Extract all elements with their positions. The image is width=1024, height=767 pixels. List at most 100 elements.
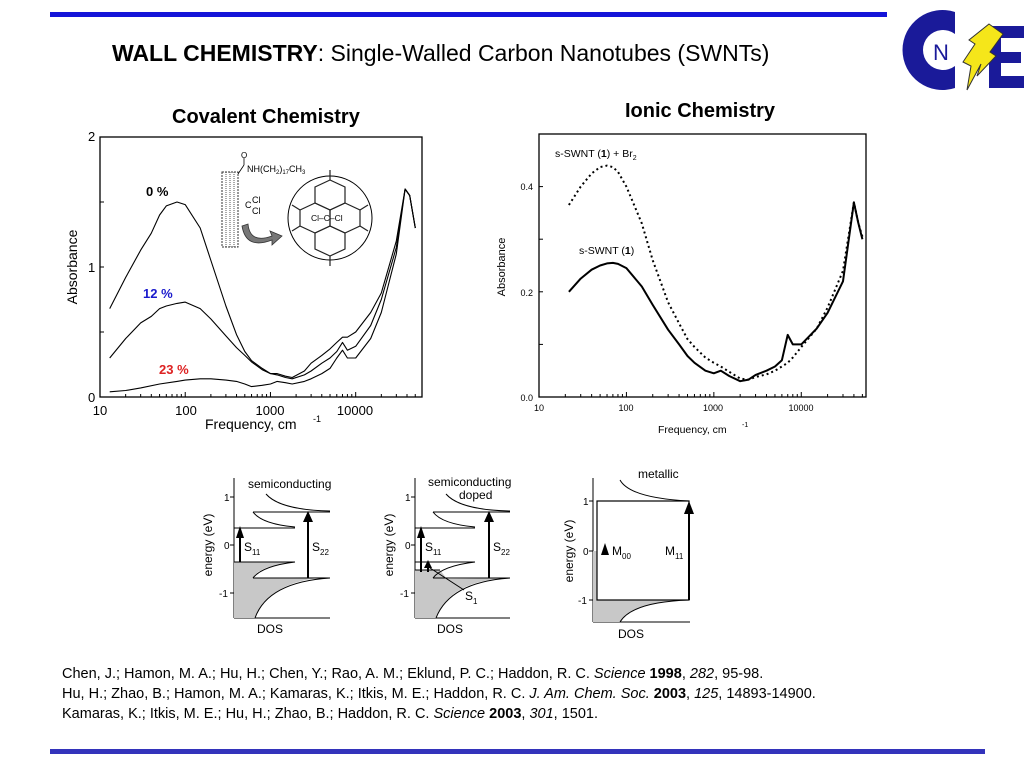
ref-authors: Hu, H.; Zhao, B.; Hamon, M. A.; Kamaras,… [62,686,530,702]
series-label-0pct: 0 % [146,184,169,199]
ref-volume: 125 [694,686,719,702]
top-rule [50,12,887,17]
diagram-title: semiconducting [248,477,331,491]
logo-n-letter: N [933,40,949,65]
s11-label: S11 [244,540,261,557]
metallic-band-box [596,500,690,601]
ionic-series-line-1 [568,201,864,383]
s22-label: S22 [312,540,329,557]
s22-label: S22 [493,540,510,557]
ionic-ylabel: Absorbance [496,238,508,297]
covalent-xtick-10: 10 [93,403,107,418]
ionic-plot-frame [538,133,867,398]
series-label-23pct: 23 % [159,362,189,377]
slide-title-rest: : Single-Walled Carbon Nanotubes (SWNTs) [317,40,770,66]
graphene-lattice-icon [291,170,369,266]
m11-label: M11 [665,544,684,561]
diagram-title: semiconducting [428,475,511,489]
valence-band-fill [415,570,510,618]
logo-c-letter [902,10,955,91]
band-edge [234,561,296,579]
covalent-chart-title: Covalent Chemistry [172,106,360,128]
curved-arrow-icon [241,223,283,246]
dos-diagram-doped: 1 0 -1 energy (eV) DOS semiconducting do… [382,475,511,636]
valence-band-fill [593,551,688,622]
ionic-xlabel: Frequency, cm [658,424,727,436]
ytick-0: 0 [583,547,589,558]
reference-item: Chen, J.; Hamon, M. A.; Hu, H.; Chen, Y.… [62,666,764,682]
logo-e-bar3 [989,76,1024,88]
dos-label: DOS [618,627,644,641]
ytick-1: 1 [224,493,230,504]
reference-item: Hu, H.; Zhao, B.; Hamon, M. A.; Kamaras,… [62,686,816,702]
covalent-series-line-1 [109,188,416,380]
band-edge [432,511,510,528]
energy-label: energy (eV) [562,520,576,583]
ccl2-cl-bottom: Cl [252,206,261,216]
ref-pages: , 14893-14900. [718,686,816,702]
band-edge [265,493,331,512]
covalent-ylabel: Absorbance [64,229,80,304]
band-edge [253,577,331,619]
s1-pointer [426,565,465,591]
ref-pages: , 1501. [553,706,598,722]
covalent-xtick-1000: 1000 [256,403,285,418]
lightning-bolt-icon [962,23,1004,91]
arrowhead-icon [484,511,494,522]
ccl2-c: C [245,200,252,210]
ytick-1: 1 [583,497,589,508]
ytick-neg1: -1 [578,596,587,607]
ionic-xlabel-sup: -1 [742,422,748,429]
ccl2-cl-top: Cl [252,195,261,205]
slide-title-bold: WALL CHEMISTRY [112,40,318,66]
ytick-0: 0 [224,541,230,552]
series-label-br2: s-SWNT (1) + Br2 [555,148,637,162]
covalent-xlabel-sup: -1 [313,414,321,424]
dos-diagram-semiconducting: 1 0 -1 energy (eV) DOS semiconducting S1… [201,477,331,636]
amide-chain-label: NH(CH2)17CH3 [247,164,306,176]
ccl2-zoom-label: Cl–C–Cl [311,213,343,223]
energy-label: energy (eV) [382,514,396,577]
references: Chen, J.; Hamon, M. A.; Hu, H.; Chen, Y.… [62,664,816,724]
energy-label: energy (eV) [201,514,215,577]
dos-label: DOS [437,622,463,636]
ionic-ytick-0.0: 0.0 [520,393,533,403]
dos-label: DOS [257,622,283,636]
arrowhead-icon [303,511,313,522]
covalent-xlabel: Frequency, cm [205,416,297,432]
bond-line [237,164,245,175]
arrowhead-icon [684,501,694,514]
band-edge [619,599,690,623]
bottom-rule [50,749,985,754]
ionic-xtick-100: 100 [618,403,633,413]
ref-journal: Science [593,666,646,682]
ionic-xtick-1000: 1000 [703,403,723,413]
ref-year: 2003 [489,706,522,722]
ref-volume: 301 [529,706,554,722]
ytick-0: 0 [405,541,411,552]
ytick-neg1: -1 [219,589,228,600]
band-edge [445,493,511,512]
nanotube-inset: O NH(CH2)17CH3 C Cl Cl Cl–C–Cl [221,151,373,266]
band-edge [619,479,690,502]
band-edge [415,561,476,579]
arrowhead-icon [424,560,432,568]
ionic-ytick-0.2: 0.2 [520,288,533,298]
ref-year: 2003 [653,686,687,702]
ionic-xtick-10: 10 [534,403,544,413]
ref-journal: J. Am. Chem. Soc. [529,686,650,702]
valence-band-fill [234,562,330,618]
slide-title: WALL CHEMISTRY: Single-Walled Carbon Nan… [112,40,769,67]
ref-authors: Kamaras, K.; Itkis, M. E.; Hu, H.; Zhao,… [62,706,434,722]
cne-logo: N [902,10,1024,91]
band-edge [252,511,330,528]
diagram-title: metallic [638,467,679,481]
covalent-xtick-100: 100 [175,403,197,418]
covalent-xtick-10000: 10000 [337,403,373,418]
ytick-neg1: -1 [400,589,409,600]
ionic-xtick-10000: 10000 [788,403,813,413]
s11-label: S11 [425,540,442,557]
